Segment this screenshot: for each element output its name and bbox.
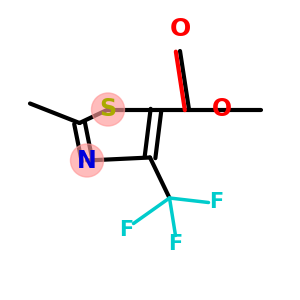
Text: S: S	[99, 98, 117, 122]
Text: O: O	[169, 16, 190, 40]
Text: F: F	[168, 235, 183, 254]
Circle shape	[92, 93, 124, 126]
Text: F: F	[119, 220, 133, 239]
Text: N: N	[77, 148, 97, 172]
Text: O: O	[212, 98, 232, 122]
Circle shape	[70, 144, 104, 177]
Text: F: F	[209, 193, 223, 212]
